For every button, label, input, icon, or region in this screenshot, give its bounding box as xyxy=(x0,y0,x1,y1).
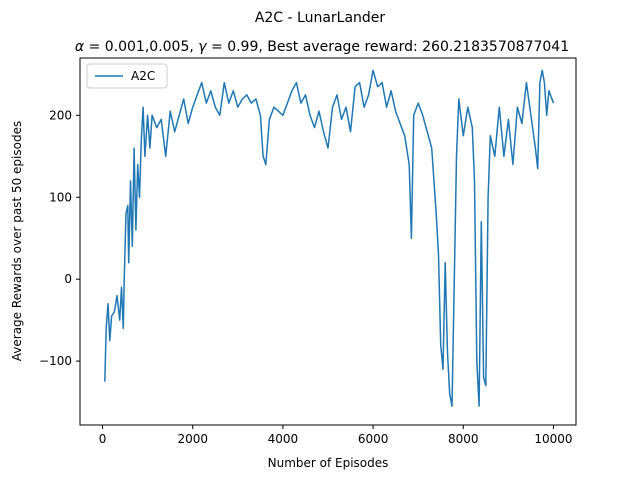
x-tick-label: 6000 xyxy=(358,432,389,446)
legend-box xyxy=(86,63,168,89)
alpha-values: = 0.001,0.005, xyxy=(84,39,198,55)
x-tick-label: 8000 xyxy=(448,432,479,446)
x-tick-label: 10000 xyxy=(534,432,572,446)
y-tick-label: 100 xyxy=(49,190,72,204)
plot-frame xyxy=(79,57,577,426)
series-line-a2c xyxy=(104,69,555,407)
x-axis-label: Number of Episodes xyxy=(268,456,389,470)
x-tick-label: 4000 xyxy=(268,432,299,446)
plot-area xyxy=(79,57,577,426)
x-tick-label: 2000 xyxy=(177,432,208,446)
gamma-symbol: γ xyxy=(198,39,207,55)
x-tick-label: 0 xyxy=(99,432,107,446)
alpha-symbol: α xyxy=(75,39,85,55)
legend: A2C xyxy=(86,63,168,89)
title-rest: = 0.99, Best average reward: 260.2183570… xyxy=(207,39,570,55)
x-axis-ticks: 0 2000 4000 6000 8000 10000 xyxy=(99,425,573,446)
y-tick-label: 0 xyxy=(64,272,72,286)
y-tick-label: 200 xyxy=(49,108,72,122)
y-axis-label: Average Rewards over past 50 episodes xyxy=(10,121,24,361)
chart-title: α = 0.001,0.005, γ = 0.99, Best average … xyxy=(75,39,569,55)
chart-suptitle: A2C - LunarLander xyxy=(255,10,386,26)
legend-label-a2c: A2C xyxy=(131,69,155,83)
y-tick-label: −100 xyxy=(39,354,72,368)
y-axis-ticks: −100 0 100 200 xyxy=(39,108,80,368)
